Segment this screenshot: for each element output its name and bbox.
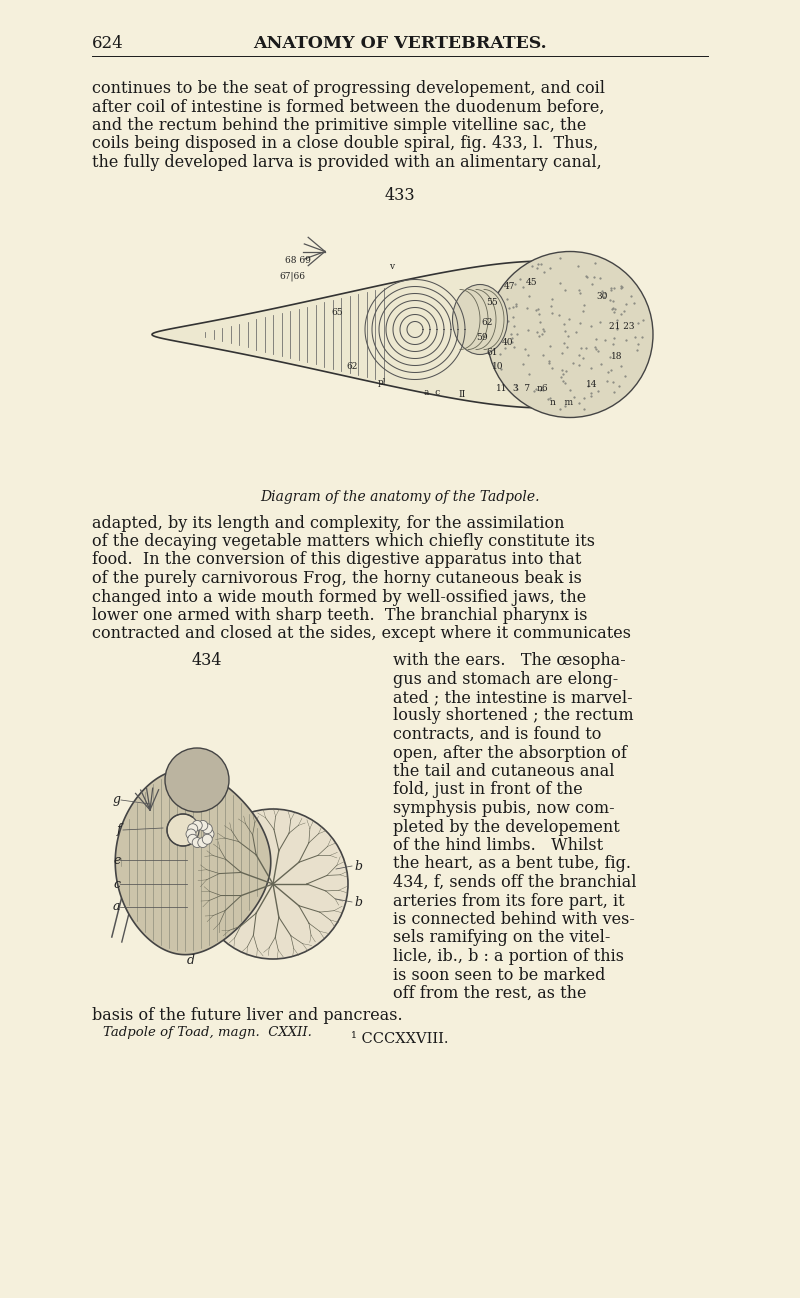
Text: ated ; the intestine is marvel-: ated ; the intestine is marvel- [393,689,633,706]
Text: 11: 11 [496,384,508,393]
Text: coils being disposed in a close double spiral, fig. 433, l.  Thus,: coils being disposed in a close double s… [92,135,598,152]
Text: with the ears.   The œsopha-: with the ears. The œsopha- [393,652,626,668]
Text: d: d [187,954,195,967]
Text: the fully developed larva is provided with an alimentary canal,: the fully developed larva is provided wi… [92,154,602,171]
Text: n   m: n m [550,398,574,408]
Text: contracted and closed at the sides, except where it communicates: contracted and closed at the sides, exce… [92,626,631,643]
Text: 61: 61 [486,348,498,357]
Text: and the rectum behind the primitive simple vitelline sac, the: and the rectum behind the primitive simp… [92,117,586,134]
Text: e: e [113,854,120,867]
Circle shape [198,837,208,848]
Text: c: c [113,877,120,890]
Text: off from the rest, as the: off from the rest, as the [393,985,586,1002]
Polygon shape [152,261,648,408]
Text: pleted by the developement: pleted by the developement [393,819,620,836]
Text: gus and stomach are elong-: gus and stomach are elong- [393,671,618,688]
Circle shape [202,835,212,844]
Text: lower one armed with sharp teeth.  The branchial pharynx is: lower one armed with sharp teeth. The br… [92,607,587,624]
Text: b: b [354,859,362,872]
Text: food.  In the conversion of this digestive apparatus into that: food. In the conversion of this digestiv… [92,552,582,569]
Text: a  c: a c [424,388,440,397]
Text: of the purely carnivorous Frog, the horny cutaneous beak is: of the purely carnivorous Frog, the horn… [92,570,582,587]
Text: lously shortened ; the rectum: lously shortened ; the rectum [393,707,634,724]
Circle shape [198,809,348,959]
Text: sels ramifying on the vitel-: sels ramifying on the vitel- [393,929,610,946]
Text: 433: 433 [385,187,415,204]
Circle shape [487,252,653,418]
Text: Tadpole of Toad, magn.  CXXII.: Tadpole of Toad, magn. CXXII. [102,1025,311,1038]
Circle shape [186,829,196,839]
Text: changed into a wide mouth formed by well-ossified jaws, the: changed into a wide mouth formed by well… [92,588,586,605]
Circle shape [198,820,208,831]
Text: licle, ib., b : a portion of this: licle, ib., b : a portion of this [393,948,624,964]
Text: fold, just in front of the: fold, just in front of the [393,781,582,798]
Text: 59: 59 [476,334,488,341]
Circle shape [188,835,198,844]
Text: 18: 18 [611,352,622,361]
Text: 40: 40 [502,337,514,347]
Text: 3  7: 3 7 [514,384,530,393]
Text: n6: n6 [536,384,548,393]
Text: of the hind limbs.   Whilst: of the hind limbs. Whilst [393,837,603,854]
Text: symphysis pubis, now com-: symphysis pubis, now com- [393,800,614,816]
Text: open, after the absorption of: open, after the absorption of [393,745,627,762]
Circle shape [192,837,202,848]
Text: Diagram of the anatomy of the Tadpole.: Diagram of the anatomy of the Tadpole. [260,491,540,505]
Text: 434, f, sends off the branchial: 434, f, sends off the branchial [393,874,637,890]
Text: 55: 55 [486,299,498,308]
Text: pl: pl [378,378,386,387]
Text: 30: 30 [596,292,608,301]
Polygon shape [115,770,270,954]
Text: f: f [117,823,122,836]
Text: 21 23: 21 23 [610,322,634,331]
Text: the tail and cutaneous anal: the tail and cutaneous anal [393,763,614,780]
Text: b: b [354,896,362,909]
Text: is connected behind with ves-: is connected behind with ves- [393,911,635,928]
Circle shape [204,829,214,839]
Text: 14: 14 [586,380,598,389]
Text: ¹ CCCXXVIII.: ¹ CCCXXVIII. [351,1032,449,1046]
Text: 62: 62 [346,362,358,371]
Text: v: v [390,262,394,271]
Text: 67|66: 67|66 [279,271,305,282]
Text: after coil of intestine is formed between the duodenum before,: after coil of intestine is formed betwee… [92,99,605,116]
Text: g: g [113,793,121,806]
Circle shape [188,824,198,833]
Text: the heart, as a bent tube, fig.: the heart, as a bent tube, fig. [393,855,631,872]
Circle shape [165,748,229,813]
Ellipse shape [453,284,507,354]
Text: 434: 434 [192,652,222,668]
Text: 68 69: 68 69 [285,256,311,265]
Circle shape [192,820,202,831]
Text: adapted, by its length and complexity, for the assimilation: adapted, by its length and complexity, f… [92,514,565,531]
Text: basis of the future liver and pancreas.: basis of the future liver and pancreas. [92,1007,402,1024]
Text: ANATOMY OF VERTEBRATES.: ANATOMY OF VERTEBRATES. [253,35,547,52]
Text: is soon seen to be marked: is soon seen to be marked [393,967,606,984]
Text: 45: 45 [526,278,538,287]
Circle shape [202,824,212,833]
Text: II: II [458,389,466,398]
Text: 10: 10 [492,362,504,371]
Text: 624: 624 [92,35,124,52]
Circle shape [167,814,199,846]
Text: continues to be the seat of progressing developement, and coil: continues to be the seat of progressing … [92,80,605,97]
Text: a: a [113,901,121,914]
Text: 62: 62 [482,318,493,327]
Text: arteries from its fore part, it: arteries from its fore part, it [393,893,625,910]
Text: 65: 65 [331,308,343,317]
Text: of the decaying vegetable matters which chiefly constitute its: of the decaying vegetable matters which … [92,533,595,550]
Text: contracts, and is found to: contracts, and is found to [393,726,602,742]
Text: 47: 47 [504,282,516,291]
